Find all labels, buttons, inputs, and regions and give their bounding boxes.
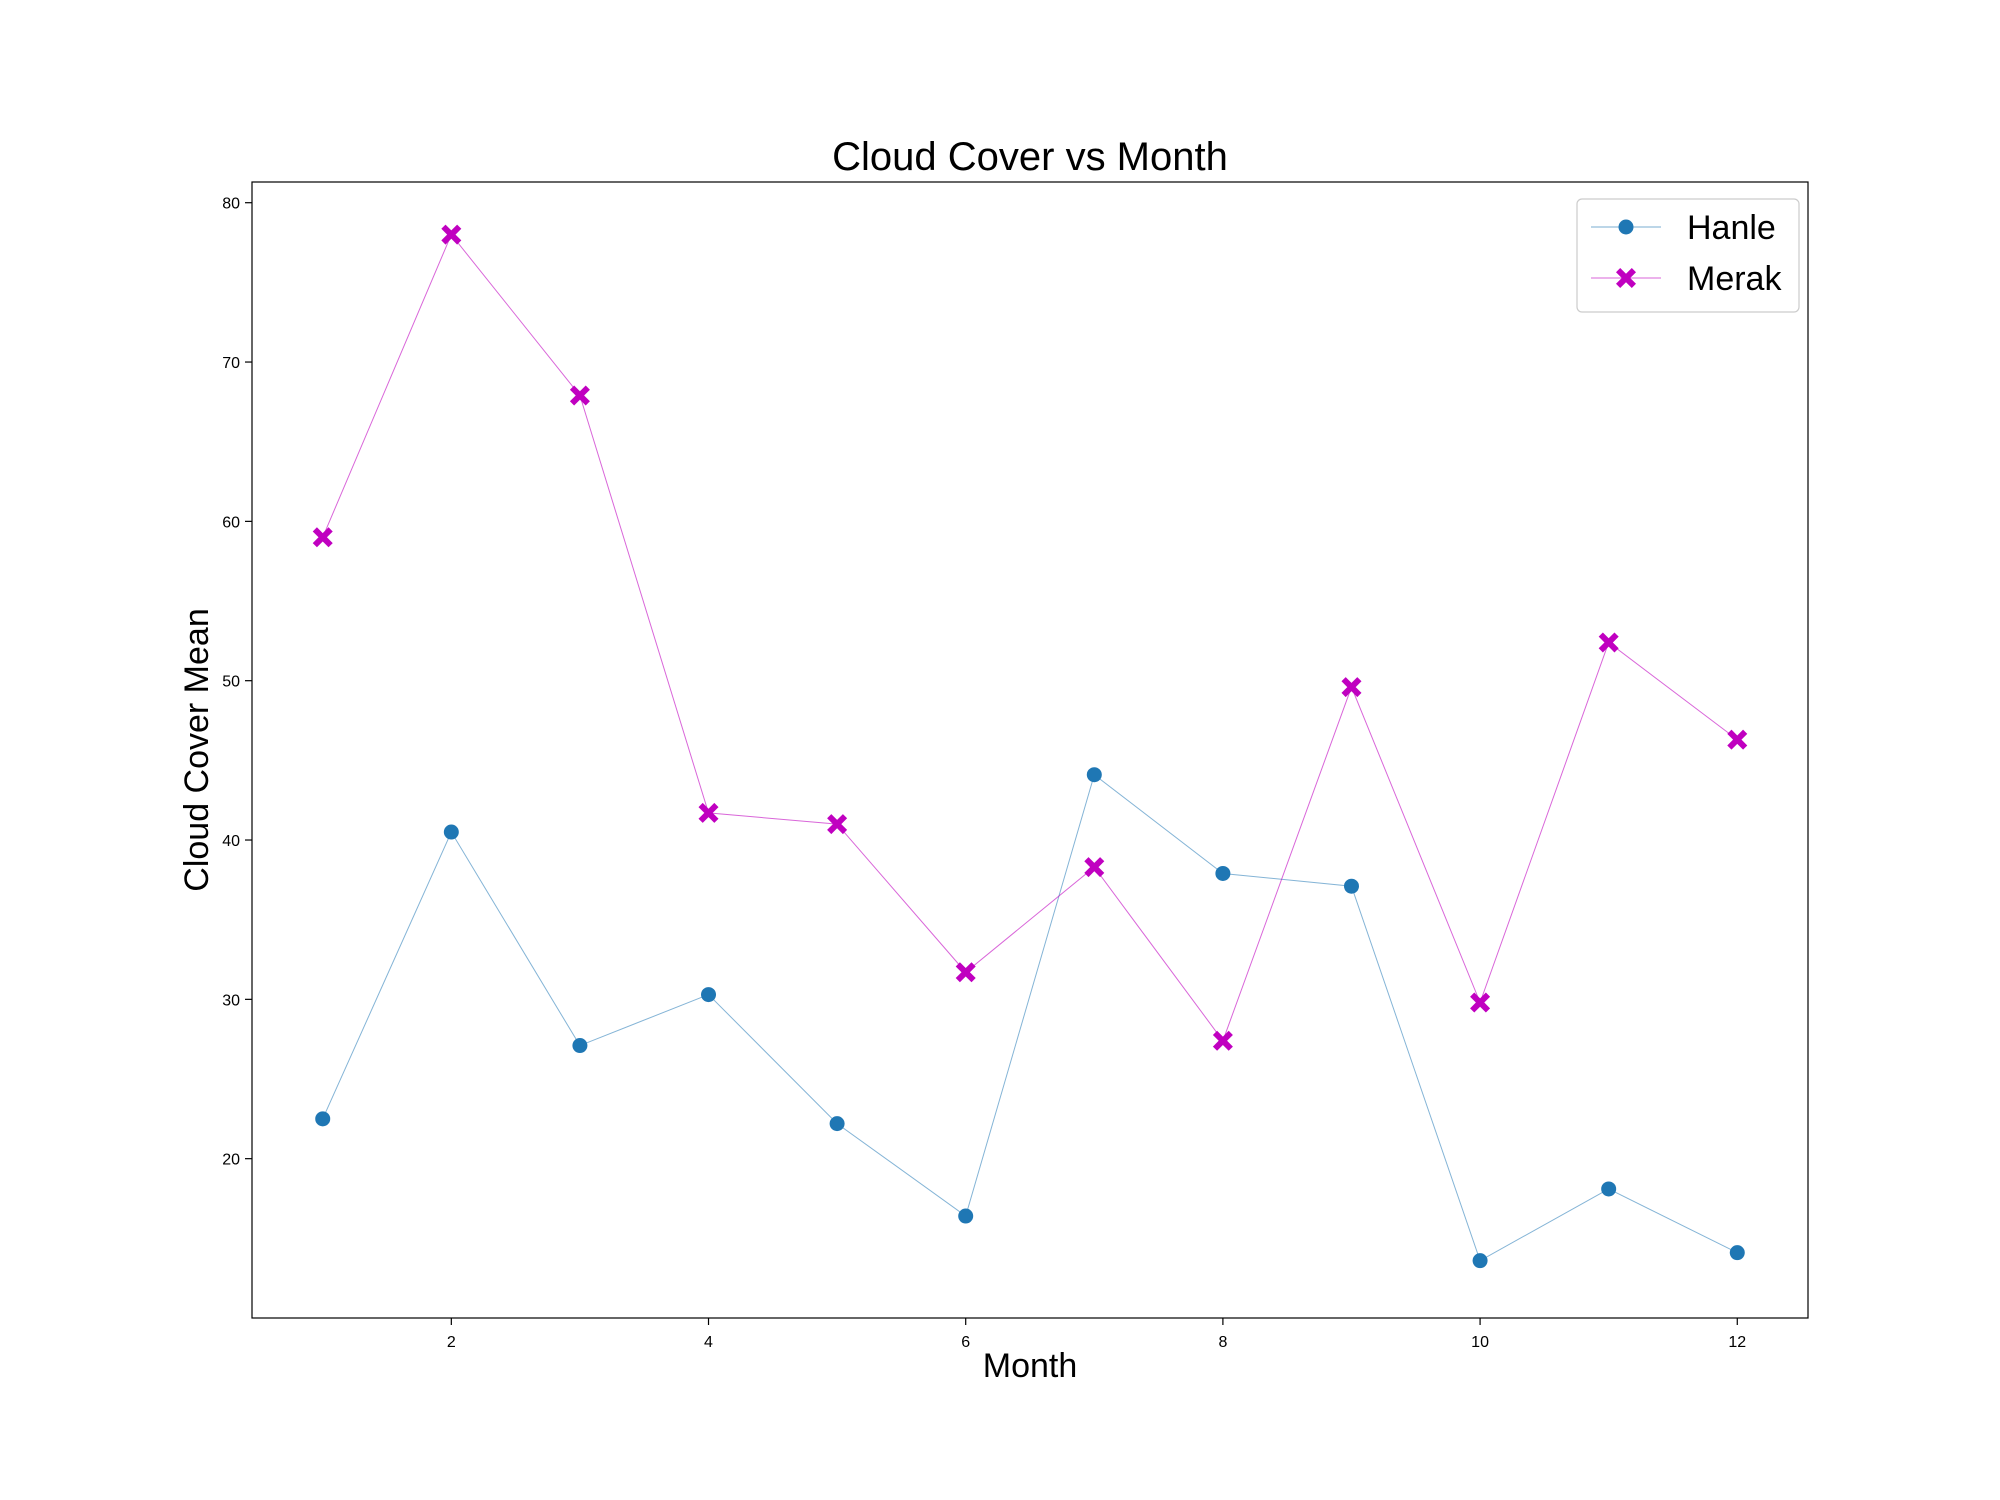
y-tick-label: 50 <box>222 674 240 691</box>
merak-point <box>569 385 590 406</box>
merak-point <box>441 224 462 245</box>
y-tick-label: 20 <box>222 1152 240 1169</box>
merak-point <box>827 814 848 835</box>
x-tick-label: 8 <box>1218 1334 1227 1351</box>
hanle-point <box>829 1116 845 1132</box>
hanle-point <box>958 1208 974 1224</box>
series-merak <box>312 224 1748 1051</box>
merak-line <box>322 233 1738 1042</box>
hanle-line <box>322 773 1738 1262</box>
x-tick-label: 10 <box>1471 1334 1489 1351</box>
hanle-point <box>1086 767 1102 783</box>
hanle-point <box>701 987 717 1003</box>
merak-point <box>1084 857 1105 878</box>
hanle-point <box>572 1038 588 1054</box>
y-tick-label: 70 <box>222 355 240 372</box>
y-axis-label: Cloud Cover Mean <box>178 608 216 891</box>
legend-marker <box>1618 219 1634 235</box>
hanle-point <box>315 1111 331 1127</box>
hanle-point <box>443 824 459 840</box>
chart-title: Cloud Cover vs Month <box>832 135 1228 179</box>
hanle-point <box>1343 878 1359 894</box>
hanle-point <box>1472 1253 1488 1269</box>
hanle-point <box>1729 1245 1745 1261</box>
plot-frame <box>251 181 1809 1319</box>
legend-marker <box>1616 268 1636 288</box>
y-tick-label: 80 <box>222 196 240 213</box>
y-tick-label: 30 <box>222 992 240 1009</box>
x-tick-label: 6 <box>961 1334 970 1351</box>
legend: Hanle Merak <box>1576 198 1800 313</box>
x-axis-label: Month <box>983 1347 1078 1385</box>
x-tick-label: 4 <box>704 1334 713 1351</box>
x-tick-label: 2 <box>447 1334 456 1351</box>
merak-point <box>312 527 333 548</box>
legend-label: Hanle <box>1687 209 1776 247</box>
merak-point <box>955 962 976 983</box>
merak-point <box>1598 632 1619 653</box>
y-tick-label: 60 <box>222 514 240 531</box>
merak-point <box>1341 677 1362 698</box>
merak-point <box>698 802 719 823</box>
merak-point <box>1470 992 1491 1013</box>
series-hanle <box>315 767 1745 1269</box>
plot-area: 2 4 6 8 10 12 20 30 40 50 60 70 80 <box>222 181 1809 1351</box>
merak-point <box>1727 729 1748 750</box>
x-tick-label: 12 <box>1728 1334 1746 1351</box>
y-tick-label: 40 <box>222 833 240 850</box>
legend-label: Merak <box>1687 260 1782 298</box>
hanle-point <box>1215 865 1231 881</box>
hanle-point <box>1601 1181 1617 1197</box>
merak-point <box>1212 1030 1233 1051</box>
